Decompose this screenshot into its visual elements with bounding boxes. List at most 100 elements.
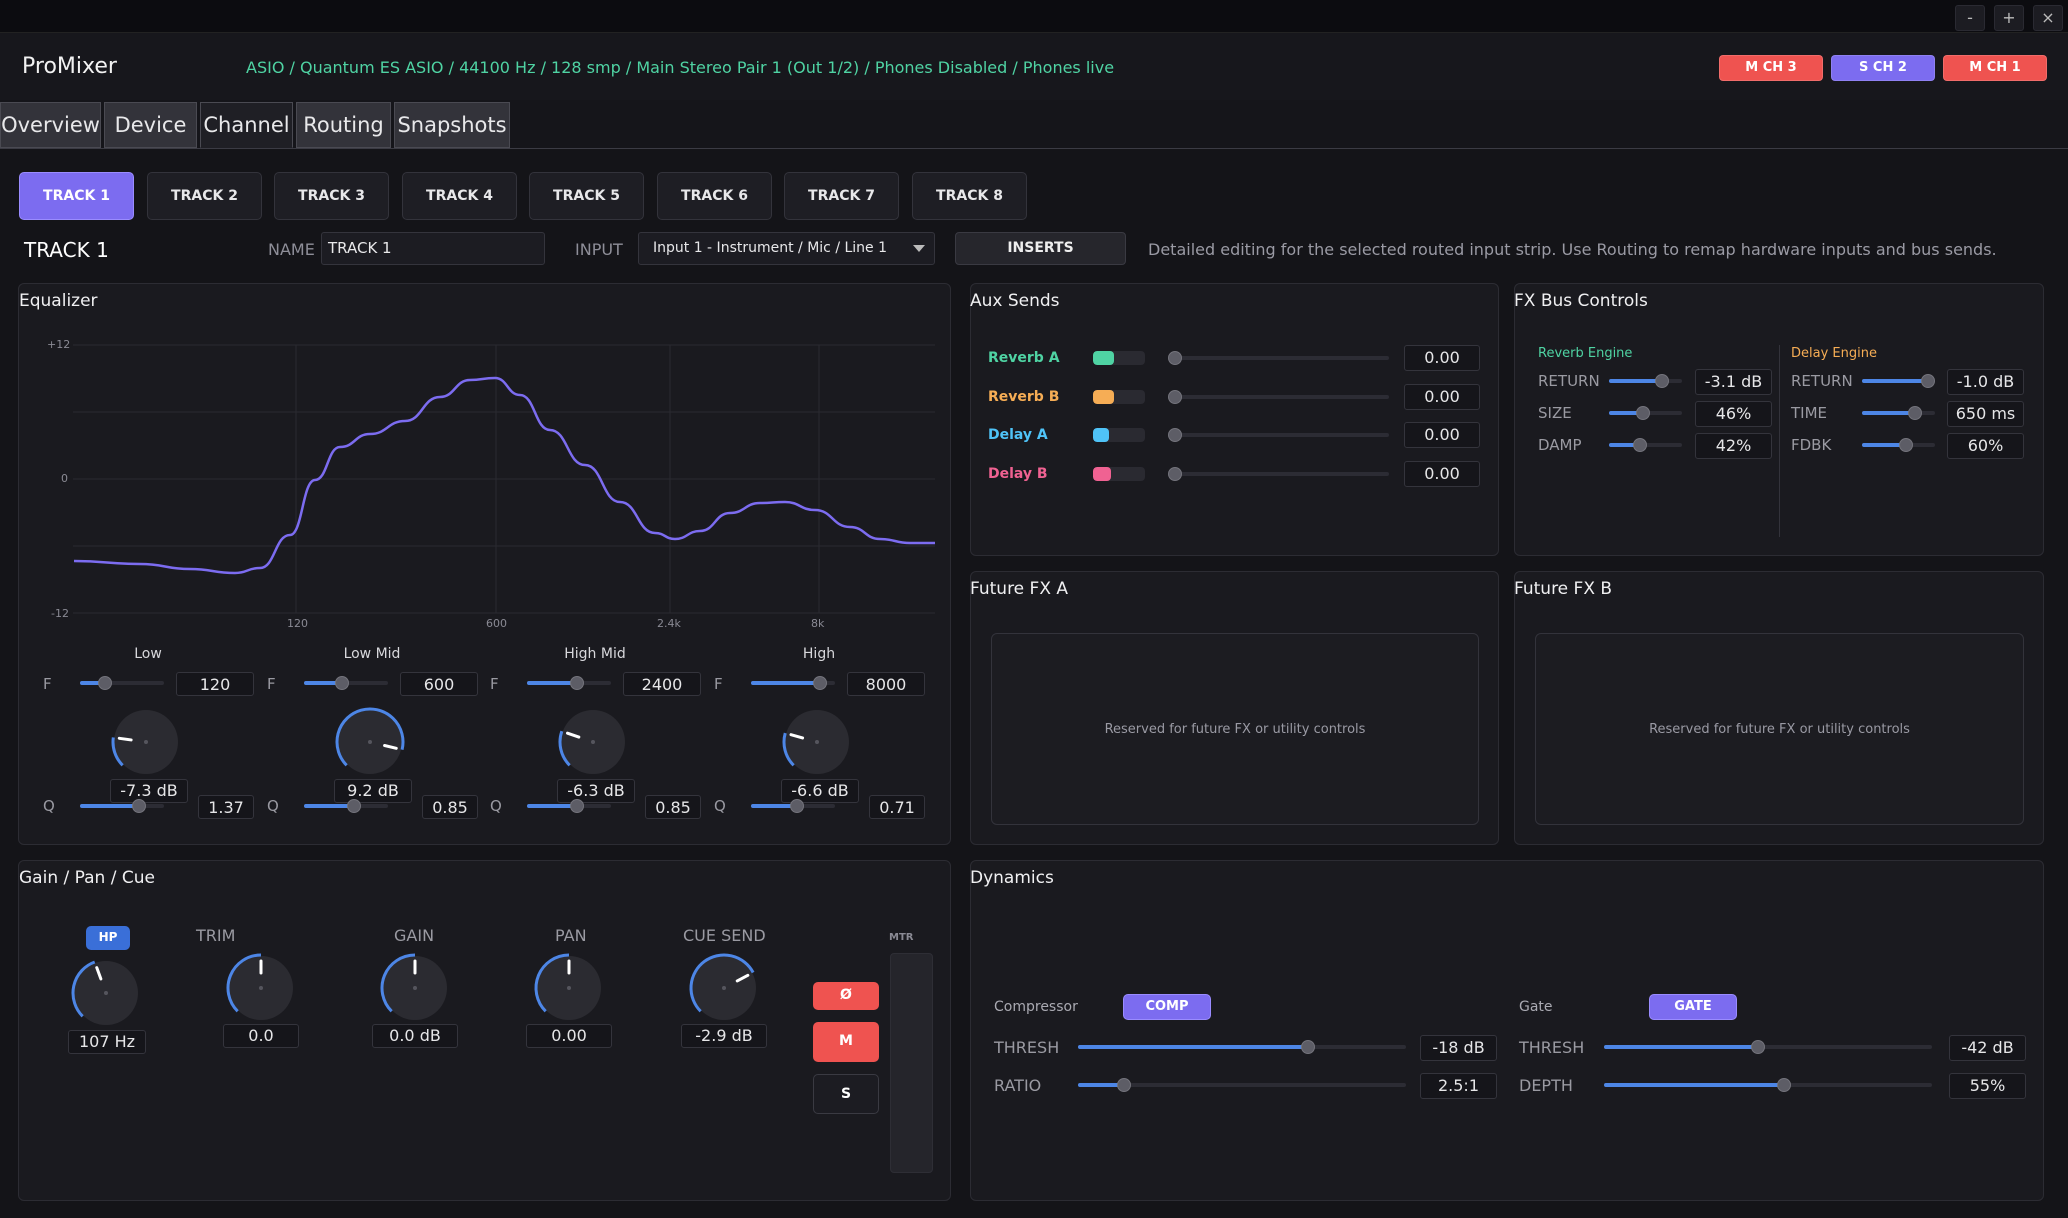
gate-depth-slider-thumb[interactable] (1777, 1078, 1792, 1092)
eq-graph[interactable] (40, 330, 940, 630)
pan-knob[interactable] (531, 950, 607, 1026)
eq-band-low-mid-q-slider-thumb[interactable] (347, 799, 362, 813)
eq-band-low-q-slider-thumb[interactable] (131, 799, 146, 813)
tab-device[interactable]: Device (104, 102, 197, 148)
solo-channel-2-chip[interactable]: S CH 2 (1831, 55, 1935, 81)
reverb-return-value[interactable]: -3.1 dB (1695, 369, 1772, 395)
eq-band-low-freq-value[interactable]: 120 (176, 672, 254, 696)
cue-send-knob[interactable] (686, 950, 762, 1026)
eq-band-high-mid-gain-value[interactable]: -6.3 dB (557, 779, 635, 803)
delay-return-slider-thumb[interactable] (1920, 374, 1935, 388)
delay-fdbk-slider[interactable] (1862, 435, 1935, 455)
eq-band-high-freq-slider-thumb[interactable] (812, 676, 827, 690)
delay-time-slider[interactable] (1862, 403, 1935, 423)
trim-value[interactable]: 0.0 (223, 1024, 299, 1048)
gain-knob[interactable] (377, 950, 453, 1026)
comp-toggle[interactable]: COMP (1123, 994, 1211, 1020)
aux-send-reverb-b-slider-thumb[interactable] (1168, 389, 1183, 404)
solo-button[interactable]: S (813, 1074, 879, 1114)
aux-send-reverb-b-slider[interactable] (1168, 387, 1389, 407)
track-5-button[interactable]: TRACK 5 (529, 172, 644, 220)
reverb-return-slider-thumb[interactable] (1654, 374, 1669, 388)
aux-send-delay-a-slider[interactable] (1168, 425, 1389, 445)
eq-band-high-mid-freq-slider-thumb[interactable] (570, 676, 585, 690)
delay-return-value[interactable]: -1.0 dB (1947, 369, 2024, 395)
compressor-ratio-slider[interactable] (1078, 1075, 1406, 1095)
eq-band-high-q-slider[interactable] (751, 796, 835, 816)
eq-band-high-mid-q-value[interactable]: 0.85 (645, 795, 701, 819)
mute-channel-3-chip[interactable]: M CH 3 (1719, 55, 1823, 81)
pan-value[interactable]: 0.00 (526, 1024, 612, 1048)
track-3-button[interactable]: TRACK 3 (274, 172, 389, 220)
eq-band-low-mid-freq-value[interactable]: 600 (400, 672, 478, 696)
eq-band-low-freq-slider-thumb[interactable] (98, 676, 113, 690)
gate-toggle[interactable]: GATE (1649, 994, 1737, 1020)
reverb-size-value[interactable]: 46% (1695, 401, 1772, 427)
tab-overview[interactable]: Overview (0, 102, 101, 148)
compressor-ratio-slider-thumb[interactable] (1116, 1078, 1131, 1092)
tab-routing[interactable]: Routing (296, 102, 391, 148)
tab-channel[interactable]: Channel (200, 102, 293, 148)
hp-freq-knob[interactable] (68, 955, 144, 1031)
trim-knob[interactable] (223, 950, 299, 1026)
delay-time-slider-thumb[interactable] (1907, 406, 1922, 420)
eq-band-high-mid-q-slider[interactable] (527, 796, 611, 816)
eq-band-low-gain-value[interactable]: -7.3 dB (110, 779, 188, 803)
aux-send-reverb-a-slider[interactable] (1168, 348, 1389, 368)
reverb-damp-value[interactable]: 42% (1695, 433, 1772, 459)
reverb-damp-slider[interactable] (1609, 435, 1682, 455)
eq-band-low-q-slider[interactable] (80, 796, 164, 816)
minimize-button[interactable]: - (1955, 5, 1985, 31)
aux-send-delay-a-value[interactable]: 0.00 (1404, 422, 1480, 448)
close-button[interactable]: × (2033, 5, 2063, 31)
mute-button[interactable]: M (813, 1022, 879, 1062)
eq-band-low-mid-q-value[interactable]: 0.85 (422, 795, 478, 819)
aux-send-reverb-a-value[interactable]: 0.00 (1404, 345, 1480, 371)
inserts-button[interactable]: INSERTS (955, 232, 1126, 265)
eq-band-high-mid-freq-value[interactable]: 2400 (623, 672, 701, 696)
track-8-button[interactable]: TRACK 8 (912, 172, 1027, 220)
track-2-button[interactable]: TRACK 2 (147, 172, 262, 220)
eq-band-low-freq-slider[interactable] (80, 673, 164, 693)
eq-band-low-mid-freq-slider[interactable] (304, 673, 388, 693)
hp-filter-toggle[interactable]: HP (86, 926, 130, 950)
phase-invert-button[interactable]: Ø (813, 982, 879, 1010)
aux-send-reverb-a-slider-thumb[interactable] (1168, 351, 1183, 365)
eq-band-low-gain-knob[interactable] (108, 704, 184, 780)
aux-send-delay-b-value[interactable]: 0.00 (1404, 460, 1480, 487)
gate-depth-slider[interactable] (1604, 1075, 1932, 1095)
gain-value[interactable]: 0.0 dB (372, 1024, 458, 1048)
eq-band-high-freq-value[interactable]: 8000 (847, 672, 925, 696)
eq-band-low-q-value[interactable]: 1.37 (198, 795, 254, 819)
eq-band-low-mid-gain-value[interactable]: 9.2 dB (334, 779, 412, 803)
delay-time-value[interactable]: 650 ms (1947, 401, 2024, 427)
aux-send-delay-a-slider-thumb[interactable] (1168, 428, 1183, 442)
track-name-input[interactable]: TRACK 1 (321, 232, 545, 265)
gate-depth-value[interactable]: 55% (1949, 1073, 2026, 1099)
eq-band-high-q-slider-thumb[interactable] (790, 799, 805, 813)
eq-band-low-mid-q-slider[interactable] (304, 796, 388, 816)
reverb-size-slider[interactable] (1609, 403, 1682, 423)
maximize-button[interactable]: + (1994, 5, 2024, 31)
aux-send-reverb-b-value[interactable]: 0.00 (1404, 383, 1480, 410)
delay-fdbk-value[interactable]: 60% (1947, 433, 2024, 459)
mute-channel-1-chip[interactable]: M CH 1 (1943, 55, 2047, 81)
eq-band-high-gain-knob[interactable] (779, 704, 855, 780)
track-4-button[interactable]: TRACK 4 (402, 172, 517, 220)
reverb-damp-slider-thumb[interactable] (1632, 438, 1647, 452)
gate-thresh-value[interactable]: -42 dB (1949, 1035, 2026, 1061)
eq-band-low-mid-freq-slider-thumb[interactable] (334, 676, 349, 690)
delay-return-slider[interactable] (1862, 371, 1935, 391)
eq-band-high-q-value[interactable]: 0.71 (869, 795, 925, 819)
compressor-ratio-value[interactable]: 2.5:1 (1420, 1073, 1497, 1099)
compressor-thresh-slider-thumb[interactable] (1300, 1040, 1315, 1054)
delay-fdbk-slider-thumb[interactable] (1898, 438, 1913, 452)
tab-snapshots[interactable]: Snapshots (394, 102, 510, 148)
track-6-button[interactable]: TRACK 6 (657, 172, 772, 220)
reverb-return-slider[interactable] (1609, 371, 1682, 391)
eq-band-low-mid-gain-knob[interactable] (332, 704, 408, 780)
gate-thresh-slider-thumb[interactable] (1751, 1040, 1766, 1054)
track-1-button[interactable]: TRACK 1 (19, 172, 134, 220)
gate-thresh-slider[interactable] (1604, 1037, 1932, 1057)
aux-send-delay-b-slider[interactable] (1168, 464, 1389, 484)
